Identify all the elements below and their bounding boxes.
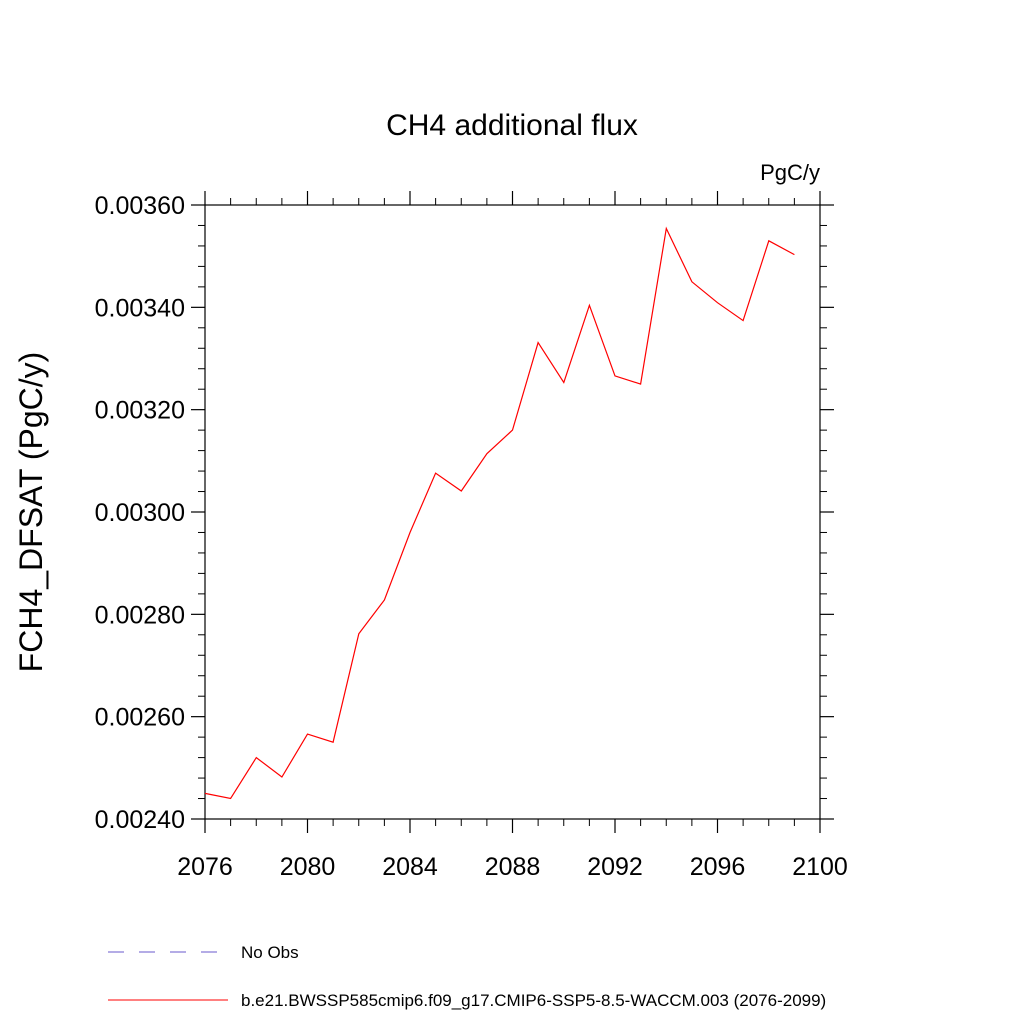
x-tick-label: 2096 <box>690 853 746 881</box>
x-tick-label: 2080 <box>280 853 336 881</box>
legend-label: b.e21.BWSSP585cmip6.f09_g17.CMIP6-SSP5-8… <box>241 991 826 1010</box>
legend-label: No Obs <box>241 943 299 962</box>
series-layer <box>204 226 795 800</box>
y-tick-label: 0.00280 <box>95 601 185 629</box>
x-tick-label: 2092 <box>587 853 643 881</box>
axes: 2076 2080 2084 2088 2092 2096 2100 0.00240 0.002… <box>95 191 848 881</box>
legend: No Obs b.e21.BWSSP585cmip6.f09_g17.CMIP6-… <box>108 943 826 1010</box>
x-tick-label: 2100 <box>792 853 848 881</box>
y-tick-label: 0.00360 <box>95 192 185 220</box>
series-line <box>204 226 795 800</box>
y-tick-label: 0.00260 <box>95 704 185 732</box>
y-tick-label: 0.00300 <box>95 499 185 527</box>
y-tick-label: 0.00340 <box>95 294 185 322</box>
plot-frame <box>204 204 821 820</box>
x-tick-label: 2084 <box>382 853 438 881</box>
y-tick-label: 0.00320 <box>95 397 185 425</box>
x-tick-label: 2076 <box>177 853 233 881</box>
units-label: PgC/y <box>760 160 820 185</box>
chart-title: CH4 additional flux <box>386 109 638 142</box>
x-tick-label: 2088 <box>485 853 541 881</box>
y-tick-label: 0.00240 <box>95 806 185 834</box>
y-axis-label: FCH4_DFSAT (PgC/y) <box>13 352 49 673</box>
